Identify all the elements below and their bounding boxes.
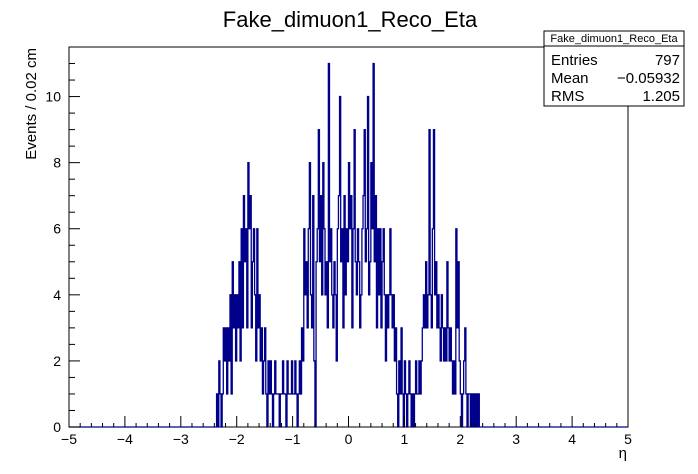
x-tick-label: 1 — [401, 431, 409, 447]
histogram-line — [69, 62, 628, 428]
stats-mean-label: Mean — [551, 70, 589, 87]
y-tick-label: 2 — [53, 353, 61, 369]
stats-box-title: Fake_dimuon1_Reco_Eta — [550, 33, 678, 45]
x-tick-label: 2 — [456, 431, 464, 447]
chart-title: Fake_dimuon1_Reco_Eta — [223, 7, 478, 32]
stats-entries-label: Entries — [551, 52, 598, 69]
x-tick-label: −5 — [61, 431, 77, 447]
stats-rms-value: 1.205 — [642, 88, 680, 105]
stats-box: Fake_dimuon1_Reco_Eta Entries 797 Mean −… — [543, 30, 685, 107]
y-tick-label: 6 — [53, 221, 61, 237]
stats-rms-label: RMS — [551, 88, 584, 105]
y-tick-label: 10 — [45, 89, 61, 105]
x-tick-label: −4 — [117, 431, 133, 447]
x-tick-label: 5 — [624, 431, 632, 447]
y-tick-label: 8 — [53, 155, 61, 171]
x-axis-ticks: −5 −4 −3 −2 −1 0 1 2 3 4 5 — [61, 416, 632, 447]
x-tick-label: 4 — [568, 431, 576, 447]
y-tick-label: 0 — [53, 419, 61, 435]
x-axis-label: η — [619, 445, 627, 462]
y-axis-label: Events / 0.02 cm — [23, 48, 40, 160]
x-tick-label: −1 — [285, 431, 301, 447]
y-axis-ticks: 0 2 4 6 8 10 — [45, 46, 80, 435]
x-tick-label: 3 — [512, 431, 520, 447]
stats-box-frame — [543, 30, 685, 107]
stats-mean-value: −0.05932 — [617, 70, 680, 87]
x-tick-label: 0 — [345, 431, 353, 447]
histogram-series — [69, 62, 628, 428]
stats-entries-value: 797 — [655, 52, 680, 69]
y-tick-label: 4 — [53, 287, 61, 303]
x-tick-label: −3 — [173, 431, 189, 447]
x-tick-label: −2 — [229, 431, 245, 447]
